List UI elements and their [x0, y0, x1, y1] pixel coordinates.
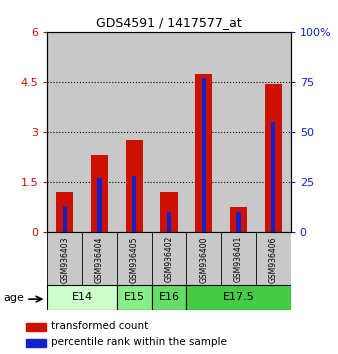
- Text: GSM936401: GSM936401: [234, 236, 243, 282]
- Bar: [97, 178, 101, 232]
- Bar: [117, 285, 152, 310]
- Text: GSM936405: GSM936405: [130, 236, 139, 282]
- Bar: [91, 155, 108, 232]
- Text: GSM936406: GSM936406: [269, 236, 278, 282]
- Bar: [256, 32, 291, 232]
- Bar: [230, 207, 247, 232]
- Bar: [47, 232, 82, 285]
- Text: GSM936402: GSM936402: [165, 236, 173, 282]
- Bar: [152, 232, 186, 285]
- Bar: [256, 232, 291, 285]
- Text: GSM936400: GSM936400: [199, 236, 208, 282]
- Bar: [221, 232, 256, 285]
- Bar: [167, 212, 171, 232]
- Bar: [271, 122, 275, 232]
- Bar: [82, 232, 117, 285]
- Bar: [117, 232, 152, 285]
- Bar: [132, 176, 136, 232]
- Text: age: age: [3, 293, 24, 303]
- Bar: [160, 192, 178, 232]
- Bar: [56, 192, 73, 232]
- Text: E15: E15: [124, 292, 145, 302]
- Text: GSM936403: GSM936403: [60, 236, 69, 282]
- Bar: [186, 232, 221, 285]
- Text: E16: E16: [159, 292, 179, 302]
- Bar: [47, 32, 82, 232]
- Bar: [125, 140, 143, 232]
- Bar: [63, 206, 67, 232]
- Bar: [152, 285, 186, 310]
- Text: GDS4591 / 1417577_at: GDS4591 / 1417577_at: [96, 16, 242, 29]
- Bar: [117, 32, 152, 232]
- Bar: [152, 32, 186, 232]
- Bar: [202, 78, 206, 232]
- Bar: [26, 323, 46, 331]
- Bar: [186, 32, 221, 232]
- Text: percentile rank within the sample: percentile rank within the sample: [51, 337, 227, 347]
- Bar: [265, 84, 282, 232]
- Bar: [47, 285, 117, 310]
- Text: E14: E14: [72, 292, 93, 302]
- Bar: [186, 285, 291, 310]
- Bar: [195, 74, 213, 232]
- Bar: [221, 32, 256, 232]
- Bar: [26, 339, 46, 347]
- Bar: [237, 212, 241, 232]
- Bar: [82, 32, 117, 232]
- Text: E17.5: E17.5: [223, 292, 255, 302]
- Text: GSM936404: GSM936404: [95, 236, 104, 282]
- Text: transformed count: transformed count: [51, 321, 148, 331]
